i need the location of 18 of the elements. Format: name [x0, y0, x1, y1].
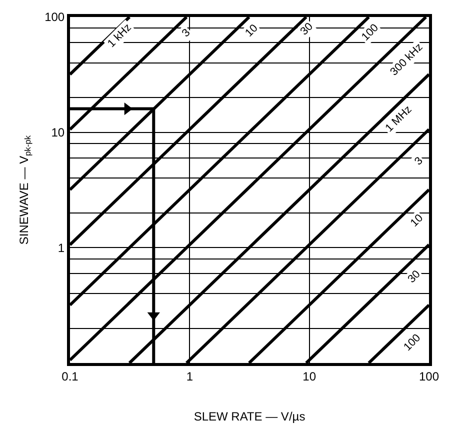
- y-tick-label: 10: [51, 126, 65, 140]
- annotation: 3: [412, 154, 426, 168]
- annotation: 10: [408, 212, 426, 230]
- annotation: 30: [298, 20, 316, 38]
- y-tick-label: 1: [58, 240, 65, 255]
- x-axis-title: SLEW RATE — V/µs: [194, 409, 306, 424]
- annotation: 10: [243, 22, 260, 40]
- x-tick-label: 10: [302, 369, 316, 384]
- x-tick-label: 100: [418, 369, 440, 384]
- annotation: 3: [180, 26, 193, 40]
- annotation: 300 kHz: [388, 41, 426, 78]
- annotation: 100: [360, 22, 381, 44]
- y-tick-label: 100: [44, 10, 65, 24]
- annotation: 1 kHz: [106, 22, 134, 50]
- annotation: 100: [402, 332, 424, 354]
- x-tick-label: 1: [186, 369, 194, 384]
- x-tick-label: 0.1: [62, 369, 79, 384]
- annotation: 30: [406, 268, 423, 286]
